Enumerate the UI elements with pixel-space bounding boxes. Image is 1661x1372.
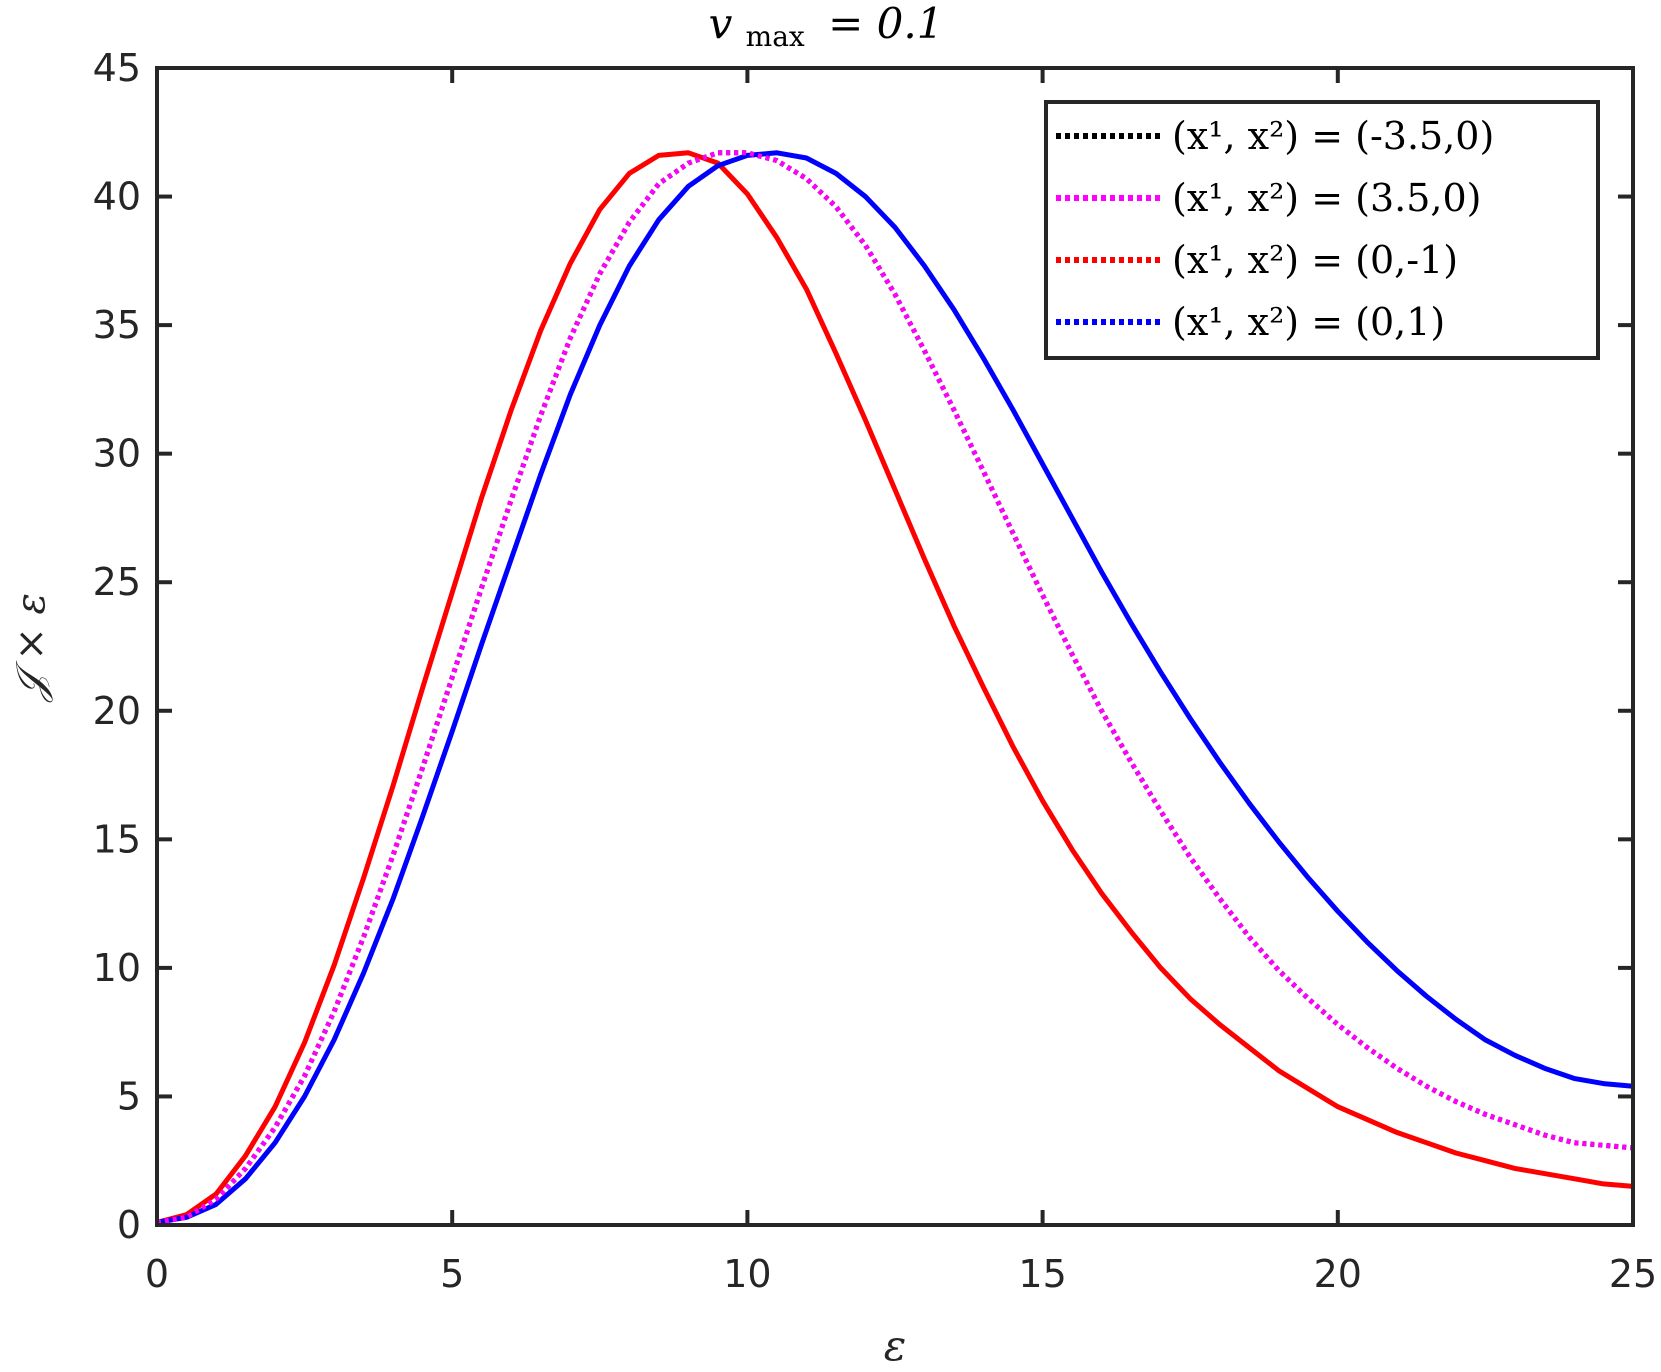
legend-box [1044, 100, 1600, 360]
legend-label: (x¹, x²) = (-3.5,0) [1172, 114, 1494, 158]
y-tick-label: 30 [93, 432, 141, 476]
y-tick-label: 20 [93, 689, 141, 733]
chart-title-sub: max [746, 20, 805, 53]
x-tick-label: 5 [440, 1252, 464, 1296]
x-tick-label: 10 [723, 1252, 771, 1296]
series-line [156, 150, 1634, 1225]
x-axis: 0 5 10 15 20 25 [145, 68, 1657, 1296]
y-tick-label: 45 [93, 46, 141, 90]
y-tick-label: 40 [93, 175, 141, 219]
y-tick-label: 0 [117, 1203, 141, 1247]
y-tick-label: 10 [93, 946, 141, 990]
legend: (x¹, x²) = (-3.5,0) (x¹, x²) = (3.5,0) (x¹… [1044, 100, 1600, 360]
series-line [156, 150, 1634, 1225]
y-axis: 0 5 10 15 20 25 30 35 40 45 [93, 46, 1633, 1247]
legend-label: (x¹, x²) = (0,1) [1172, 300, 1445, 344]
y-tick-label: 25 [93, 560, 141, 604]
x-tick-label: 15 [1018, 1252, 1066, 1296]
legend-label: (x¹, x²) = (0,-1) [1172, 238, 1458, 282]
chart-title: v max = 0.1 [709, 0, 944, 56]
x-tick-label: 0 [145, 1252, 169, 1296]
y-tick-label: 15 [93, 817, 141, 861]
legend-entries: (x¹, x²) = (-3.5,0) (x¹, x²) = (3.5,0) (x¹… [1056, 114, 1494, 344]
x-axis-label: ε [884, 1321, 907, 1370]
y-tick-label: 35 [93, 303, 141, 347]
y-tick-label: 5 [117, 1074, 141, 1118]
plot-frame [155, 66, 1635, 1227]
x-tick-label: 20 [1314, 1252, 1362, 1296]
x-tick-label: 25 [1609, 1252, 1657, 1296]
legend-label: (x¹, x²) = (3.5,0) [1172, 176, 1481, 220]
series-line [156, 150, 1634, 1225]
series-layer [156, 150, 1634, 1225]
chart-title-base: v [709, 0, 733, 48]
chart-title-rest: = 0.1 [828, 0, 943, 48]
y-axis-label: 𝒥 × ε [8, 593, 54, 703]
